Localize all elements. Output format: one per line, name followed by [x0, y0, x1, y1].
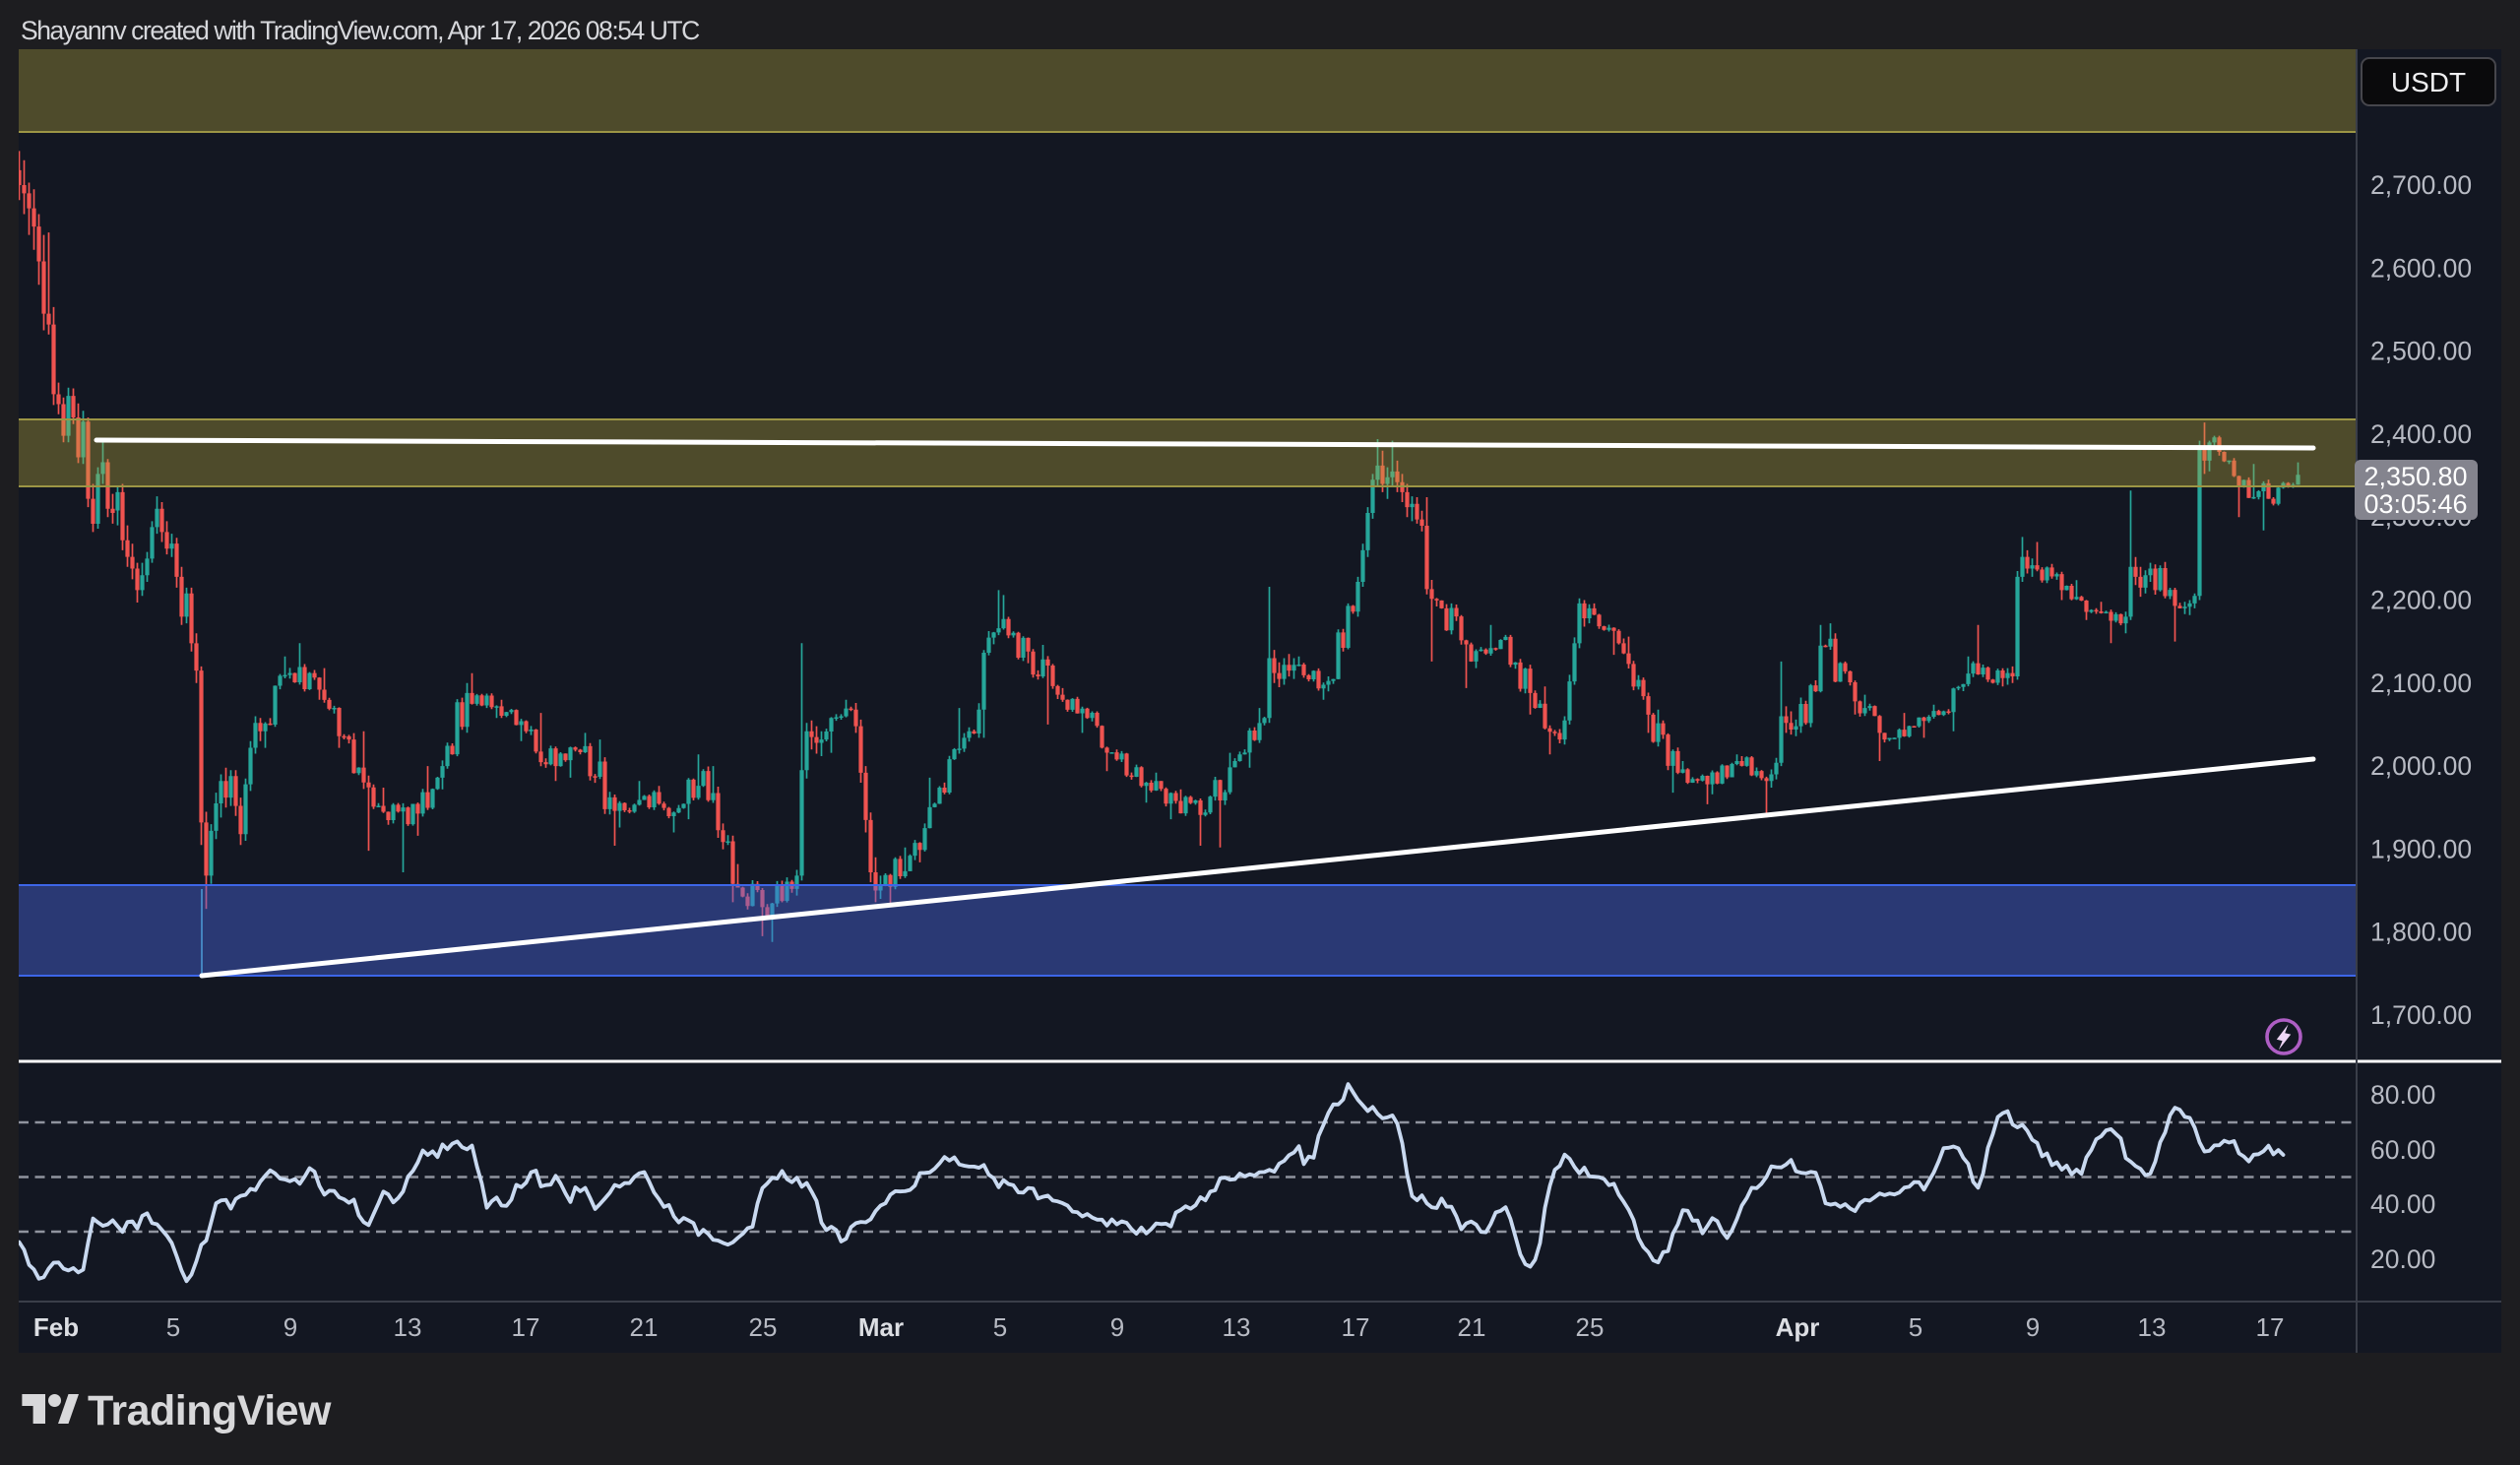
svg-text:5: 5 [166, 1312, 180, 1342]
svg-text:2,700.00: 2,700.00 [2370, 170, 2472, 200]
svg-text:80.00: 80.00 [2370, 1080, 2435, 1110]
svg-text:TradingView: TradingView [88, 1387, 332, 1434]
svg-text:13: 13 [394, 1312, 422, 1342]
svg-text:1,700.00: 1,700.00 [2370, 1000, 2472, 1030]
svg-text:2,400.00: 2,400.00 [2370, 419, 2472, 449]
svg-text:1,900.00: 1,900.00 [2370, 834, 2472, 863]
svg-text:13: 13 [1223, 1312, 1251, 1342]
svg-text:60.00: 60.00 [2370, 1135, 2435, 1165]
svg-text:Apr: Apr [1776, 1312, 1820, 1342]
svg-text:21: 21 [1458, 1312, 1486, 1342]
svg-text:17: 17 [2256, 1312, 2285, 1342]
svg-text:2,100.00: 2,100.00 [2370, 669, 2472, 698]
svg-text:Feb: Feb [33, 1312, 79, 1342]
svg-text:9: 9 [1110, 1312, 1124, 1342]
svg-text:40.00: 40.00 [2370, 1189, 2435, 1219]
svg-text:9: 9 [2026, 1312, 2040, 1342]
svg-text:5: 5 [1909, 1312, 1922, 1342]
svg-text:20.00: 20.00 [2370, 1244, 2435, 1274]
svg-text:2,200.00: 2,200.00 [2370, 586, 2472, 615]
svg-text:2,000.00: 2,000.00 [2370, 751, 2472, 781]
svg-text:25: 25 [749, 1312, 778, 1342]
svg-text:USDT: USDT [2391, 67, 2466, 97]
svg-text:17: 17 [1342, 1312, 1370, 1342]
svg-text:21: 21 [630, 1312, 659, 1342]
svg-text:5: 5 [993, 1312, 1007, 1342]
svg-text:9: 9 [284, 1312, 297, 1342]
svg-text:17: 17 [512, 1312, 540, 1342]
svg-text:Mar: Mar [858, 1312, 904, 1342]
svg-text:2,350.80: 2,350.80 [2363, 462, 2467, 491]
svg-text:03:05:46: 03:05:46 [2363, 489, 2467, 519]
svg-text:13: 13 [2138, 1312, 2167, 1342]
svg-text:2,600.00: 2,600.00 [2370, 253, 2472, 283]
svg-text:1,800.00: 1,800.00 [2370, 918, 2472, 947]
svg-text:25: 25 [1576, 1312, 1605, 1342]
svg-text:2,500.00: 2,500.00 [2370, 337, 2472, 366]
svg-text:Shayannv created with TradingV: Shayannv created with TradingView.com, A… [21, 16, 700, 45]
